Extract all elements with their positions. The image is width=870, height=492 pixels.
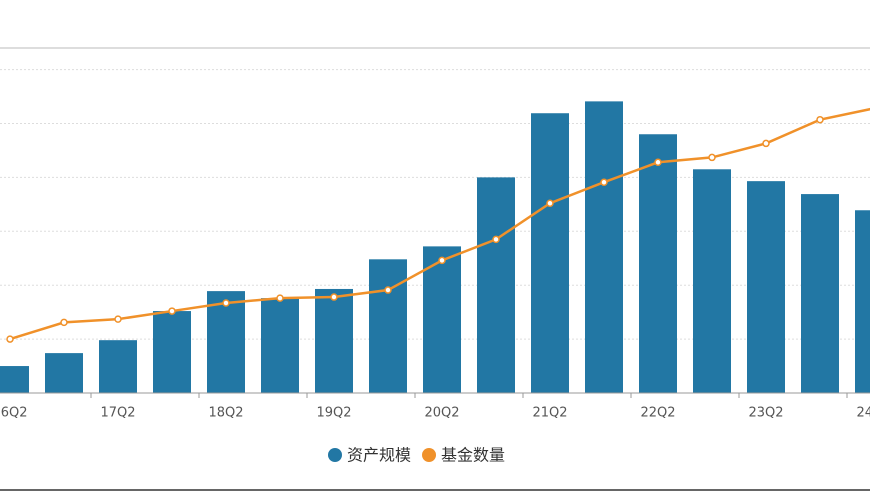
bar <box>477 177 515 393</box>
bar <box>801 194 839 393</box>
line-point <box>168 307 176 315</box>
line-point <box>762 139 770 148</box>
legend: 资产规模 基金数量 <box>328 446 505 465</box>
bar <box>639 134 677 393</box>
x-tick-label: 22Q2 <box>640 406 675 421</box>
bar <box>585 101 623 393</box>
line-point <box>330 293 338 301</box>
x-tick-label: 23Q2 <box>748 406 783 421</box>
line-point <box>438 256 446 265</box>
bar <box>207 291 245 393</box>
x-tick-label: 20Q2 <box>424 406 459 421</box>
legend-marker <box>328 448 342 462</box>
x-tick-label: 21Q2 <box>532 406 567 421</box>
bar <box>855 210 870 393</box>
line-point <box>384 286 392 294</box>
bar <box>45 353 83 393</box>
x-tick-label: 19Q2 <box>316 406 351 421</box>
line-point <box>60 318 68 327</box>
bar <box>153 311 191 393</box>
x-tick-label: 17Q2 <box>100 406 135 421</box>
x-tick-label: 18Q2 <box>208 406 243 421</box>
bar <box>531 113 569 393</box>
bar <box>0 366 29 393</box>
x-tick-label: 16Q2 <box>0 406 28 421</box>
bar <box>99 340 137 393</box>
line-point <box>114 315 122 323</box>
bar <box>369 259 407 393</box>
line-point <box>816 115 824 124</box>
legend-marker <box>422 448 437 462</box>
line-point <box>654 158 662 167</box>
line-point <box>492 235 500 244</box>
bar <box>315 288 353 393</box>
line-point <box>6 335 14 343</box>
line-point <box>600 178 608 186</box>
legend-label: 资产规模 <box>347 446 411 465</box>
bar <box>261 298 299 393</box>
line-point <box>708 153 716 162</box>
line-point <box>546 199 554 207</box>
bar <box>747 181 785 393</box>
bar <box>693 169 731 393</box>
x-tick-label: 24Q2 <box>856 406 870 421</box>
bar <box>423 246 461 393</box>
line-point <box>222 299 230 307</box>
line-point <box>276 294 284 302</box>
legend-label: 基金数量 <box>441 446 505 465</box>
